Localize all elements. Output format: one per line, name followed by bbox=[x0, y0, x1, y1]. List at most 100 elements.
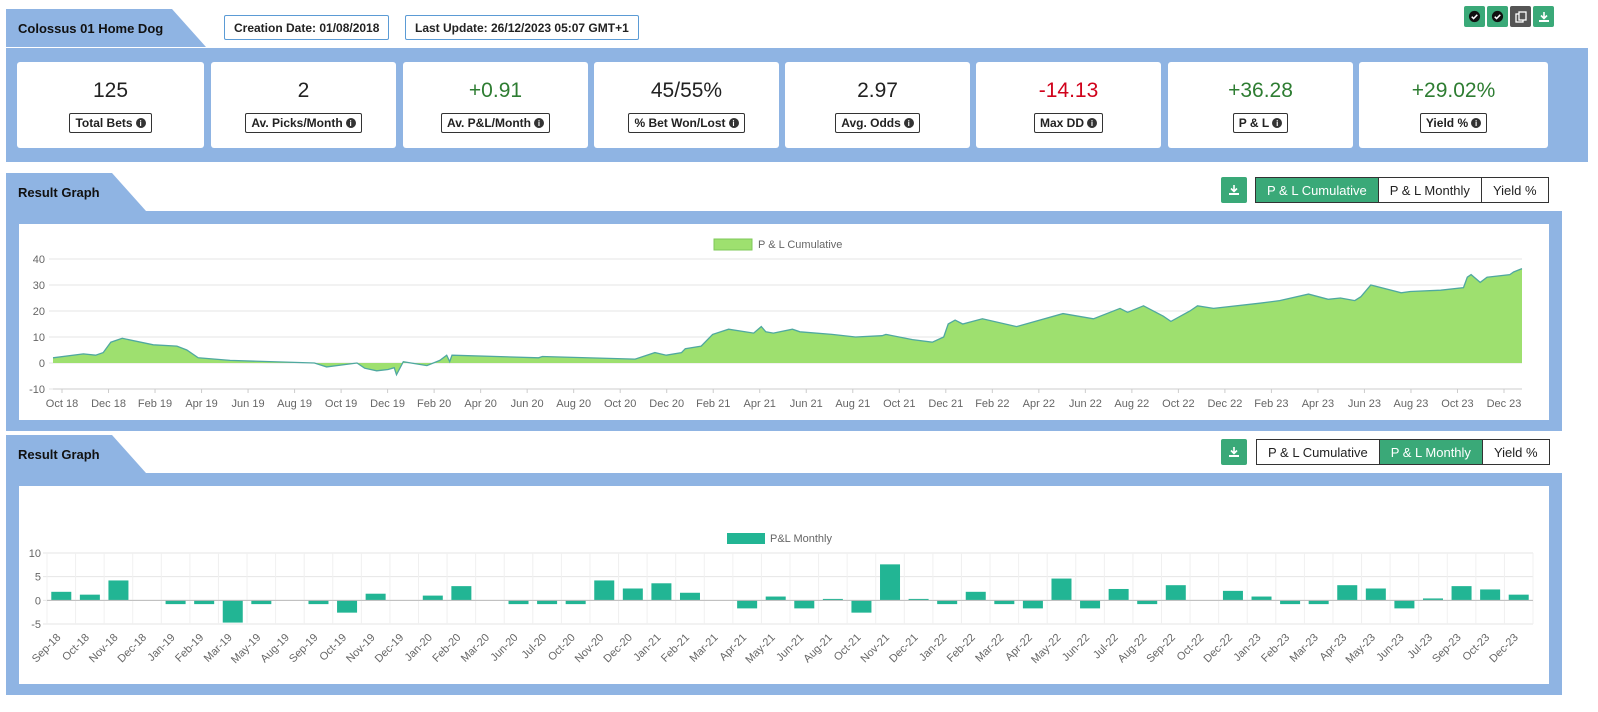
bar bbox=[1165, 585, 1186, 601]
stat-card-pl-month: +0.91 Av. P&L/Month i bbox=[403, 62, 588, 148]
y-tick-label: 30 bbox=[33, 280, 45, 292]
info-icon[interactable]: i bbox=[1272, 118, 1283, 128]
x-tick-label: Nov-20 bbox=[573, 632, 607, 666]
x-tick-label: Aug 22 bbox=[1114, 398, 1149, 410]
x-tick-label: Jun 22 bbox=[1069, 398, 1102, 410]
tab-pl-cumulative[interactable]: P & L Cumulative bbox=[1257, 440, 1379, 464]
stat-value: +29.02% bbox=[1411, 79, 1496, 102]
stat-label-text: % Bet Won/Lost bbox=[634, 116, 726, 130]
bar bbox=[1022, 600, 1043, 609]
stat-label-text: Max DD bbox=[1039, 116, 1084, 130]
bar bbox=[1422, 598, 1443, 601]
x-tick-label: Dec 22 bbox=[1207, 398, 1242, 410]
x-tick-label: Jun-20 bbox=[488, 632, 520, 664]
x-tick-label: Dec 20 bbox=[649, 398, 684, 410]
y-tick-label: 5 bbox=[35, 572, 41, 584]
stat-label-text: Total Bets bbox=[75, 116, 133, 130]
x-tick-label: Oct-18 bbox=[60, 632, 92, 664]
x-tick-label: Dec-20 bbox=[601, 632, 635, 666]
bar bbox=[308, 600, 329, 605]
bar bbox=[508, 600, 529, 605]
stat-label[interactable]: % Bet Won/Lost i bbox=[628, 113, 745, 133]
bar bbox=[994, 600, 1015, 605]
info-icon[interactable]: i bbox=[728, 118, 739, 128]
bar bbox=[937, 600, 958, 605]
bar bbox=[1137, 600, 1158, 605]
stat-card-total-bets: 125 Total Bets i bbox=[17, 62, 204, 148]
bar bbox=[1308, 600, 1329, 605]
stat-label-text: Avg. Odds bbox=[841, 116, 901, 130]
x-tick-label: Aug 19 bbox=[277, 398, 312, 410]
check-circle-icon[interactable] bbox=[1464, 6, 1485, 27]
x-tick-label: Sep-22 bbox=[1144, 632, 1178, 666]
x-tick-label: May-22 bbox=[1029, 632, 1063, 666]
x-tick-label: Sep-18 bbox=[30, 632, 64, 666]
stat-card-picks-month: 2 Av. Picks/Month i bbox=[211, 62, 396, 148]
bar bbox=[1451, 586, 1472, 601]
download-chart-button[interactable] bbox=[1221, 439, 1247, 465]
bar bbox=[679, 592, 700, 601]
x-tick-label: May-21 bbox=[743, 632, 777, 666]
tab-pl-monthly[interactable]: P & L Monthly bbox=[1378, 440, 1482, 464]
download-icon[interactable] bbox=[1533, 6, 1554, 27]
stat-label[interactable]: Av. P&L/Month i bbox=[441, 113, 550, 133]
check-circle-icon[interactable] bbox=[1487, 6, 1508, 27]
x-tick-label: Feb-19 bbox=[173, 632, 206, 665]
bar bbox=[337, 600, 358, 613]
x-tick-label: Jun 19 bbox=[232, 398, 265, 410]
result-graph-title: Result Graph bbox=[6, 435, 146, 473]
x-tick-label: Jun-21 bbox=[774, 632, 806, 664]
graph-mode-toggle: P & L Cumulative P & L Monthly Yield % bbox=[1255, 177, 1549, 203]
tab-pl-monthly[interactable]: P & L Monthly bbox=[1377, 178, 1481, 202]
x-tick-label: Jun 21 bbox=[790, 398, 823, 410]
y-tick-label: 0 bbox=[35, 595, 41, 607]
download-icon bbox=[1229, 185, 1239, 195]
x-tick-label: Oct 19 bbox=[325, 398, 357, 410]
stat-label[interactable]: Av. Picks/Month i bbox=[245, 113, 362, 133]
bar bbox=[1394, 600, 1415, 609]
bar bbox=[1480, 589, 1501, 601]
x-tick-label: Feb-23 bbox=[1259, 632, 1292, 665]
bar bbox=[1108, 588, 1129, 601]
y-tick-label: -5 bbox=[31, 619, 41, 631]
tab-yield[interactable]: Yield % bbox=[1481, 440, 1549, 464]
copy-icon[interactable] bbox=[1510, 6, 1531, 27]
x-tick-label: Dec 21 bbox=[928, 398, 963, 410]
legend-swatch bbox=[713, 238, 753, 251]
info-icon[interactable]: i bbox=[135, 118, 146, 128]
stat-label[interactable]: Yield % i bbox=[1419, 113, 1488, 133]
x-tick-label: Sep-23 bbox=[1430, 632, 1464, 666]
bar bbox=[365, 593, 386, 601]
info-icon[interactable]: i bbox=[1471, 118, 1482, 128]
stat-label[interactable]: Total Bets i bbox=[69, 113, 152, 133]
tab-pl-cumulative[interactable]: P & L Cumulative bbox=[1256, 178, 1378, 202]
x-tick-label: May-19 bbox=[229, 632, 263, 666]
download-chart-button[interactable] bbox=[1221, 177, 1247, 203]
bar bbox=[51, 591, 72, 601]
stat-value: +0.91 bbox=[468, 79, 523, 102]
x-tick-label: Oct 20 bbox=[604, 398, 636, 410]
stat-label[interactable]: Max DD i bbox=[1033, 113, 1103, 133]
monthly-chart-panel: -5 0 5 10 Sep-18 Oct-18 Nov-18 Dec-18 Jan-19 Feb-… bbox=[19, 486, 1549, 684]
x-tick-label: Apr 19 bbox=[185, 398, 217, 410]
x-tick-label: Nov-18 bbox=[87, 632, 121, 666]
bar bbox=[537, 600, 558, 605]
stat-label[interactable]: Avg. Odds i bbox=[835, 113, 920, 133]
stat-label-text: Av. Picks/Month bbox=[251, 116, 343, 130]
legend-label: P&L Monthly bbox=[770, 533, 832, 545]
x-tick-label: Dec-18 bbox=[116, 632, 150, 666]
tab-yield[interactable]: Yield % bbox=[1480, 178, 1548, 202]
bar bbox=[1365, 588, 1386, 601]
x-tick-label: Oct 23 bbox=[1441, 398, 1473, 410]
info-icon[interactable]: i bbox=[534, 118, 544, 128]
info-icon[interactable]: i bbox=[1087, 118, 1097, 128]
bar bbox=[1251, 596, 1272, 601]
bar bbox=[79, 594, 100, 601]
monthly-chart: -50510Sep-18Oct-18Nov-18Dec-18Jan-19Feb-… bbox=[29, 533, 1534, 666]
x-tick-label: Nov-19 bbox=[344, 632, 378, 666]
info-icon[interactable]: i bbox=[903, 118, 914, 128]
stat-value: 125 bbox=[92, 79, 129, 102]
info-icon[interactable]: i bbox=[345, 118, 356, 128]
bar bbox=[565, 600, 586, 605]
